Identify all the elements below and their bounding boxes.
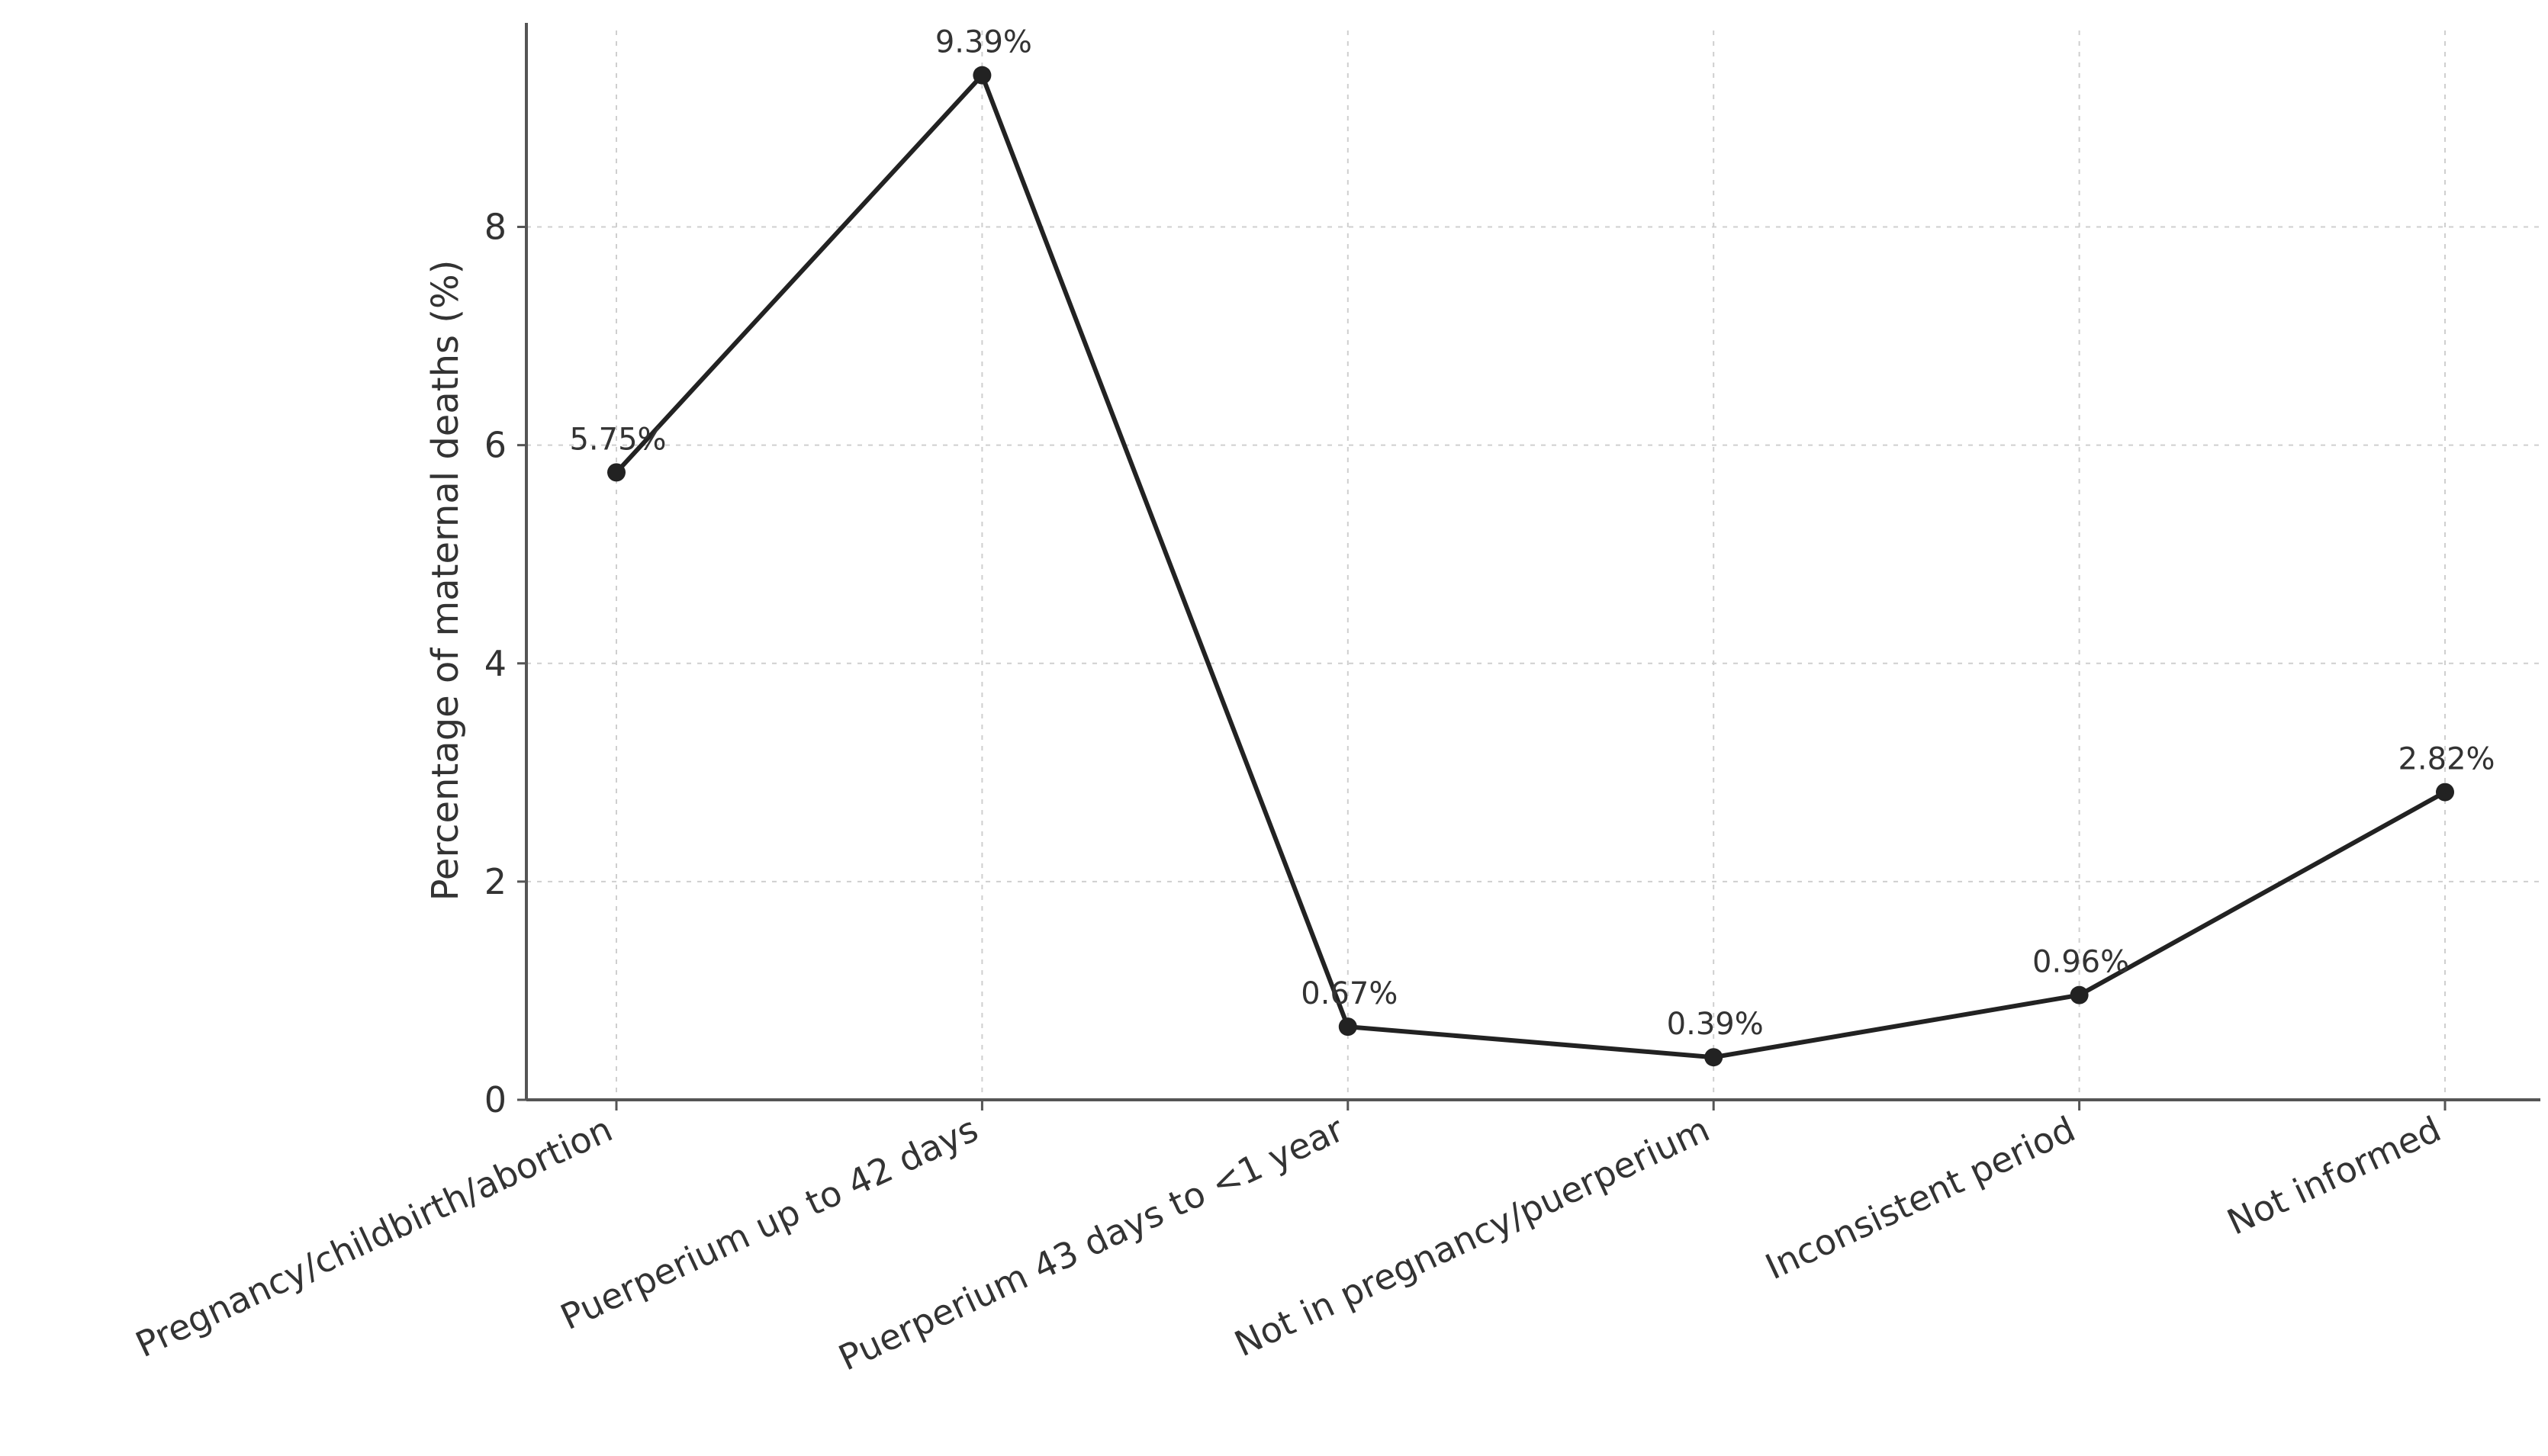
data-point [2070,985,2089,1004]
x-axis-ticks: Pregnancy/childbirth/abortionPuerperium … [130,1100,2447,1379]
data-label: 0.67% [1301,976,1398,1011]
y-tick-label: 2 [484,861,507,902]
y-tick-label: 8 [484,207,507,248]
data-label: 2.82% [2398,742,2495,777]
series-line [614,72,2447,1060]
grid [526,31,2540,1100]
data-labels: 5.75% 9.39% 0.67% 0.39% 0.96% 2.82% [569,25,2495,1043]
data-point [1338,1017,1357,1037]
x-tick-label: Not informed [2221,1108,2447,1243]
data-point [973,66,992,85]
y-tick-label: 0 [484,1079,507,1120]
axes [525,23,2540,1101]
x-tick-label: Pregnancy/childbirth/abortion [130,1108,619,1365]
data-label: 0.39% [1667,1007,1764,1042]
y-tick-label: 4 [484,643,507,684]
series [607,66,2454,1067]
data-label: 5.75% [569,422,666,457]
data-label: 9.39% [935,25,1032,60]
data-point [607,463,626,482]
y-axis-ticks: 0 2 4 6 8 [484,207,526,1120]
data-label: 0.96% [2032,945,2129,980]
data-point [1704,1048,1723,1067]
data-point [2436,783,2454,802]
y-axis-title: Percentage of maternal deaths (%) [424,260,467,902]
y-tick-label: 6 [484,425,507,466]
x-tick-label: Inconsistent period [1759,1108,2081,1287]
